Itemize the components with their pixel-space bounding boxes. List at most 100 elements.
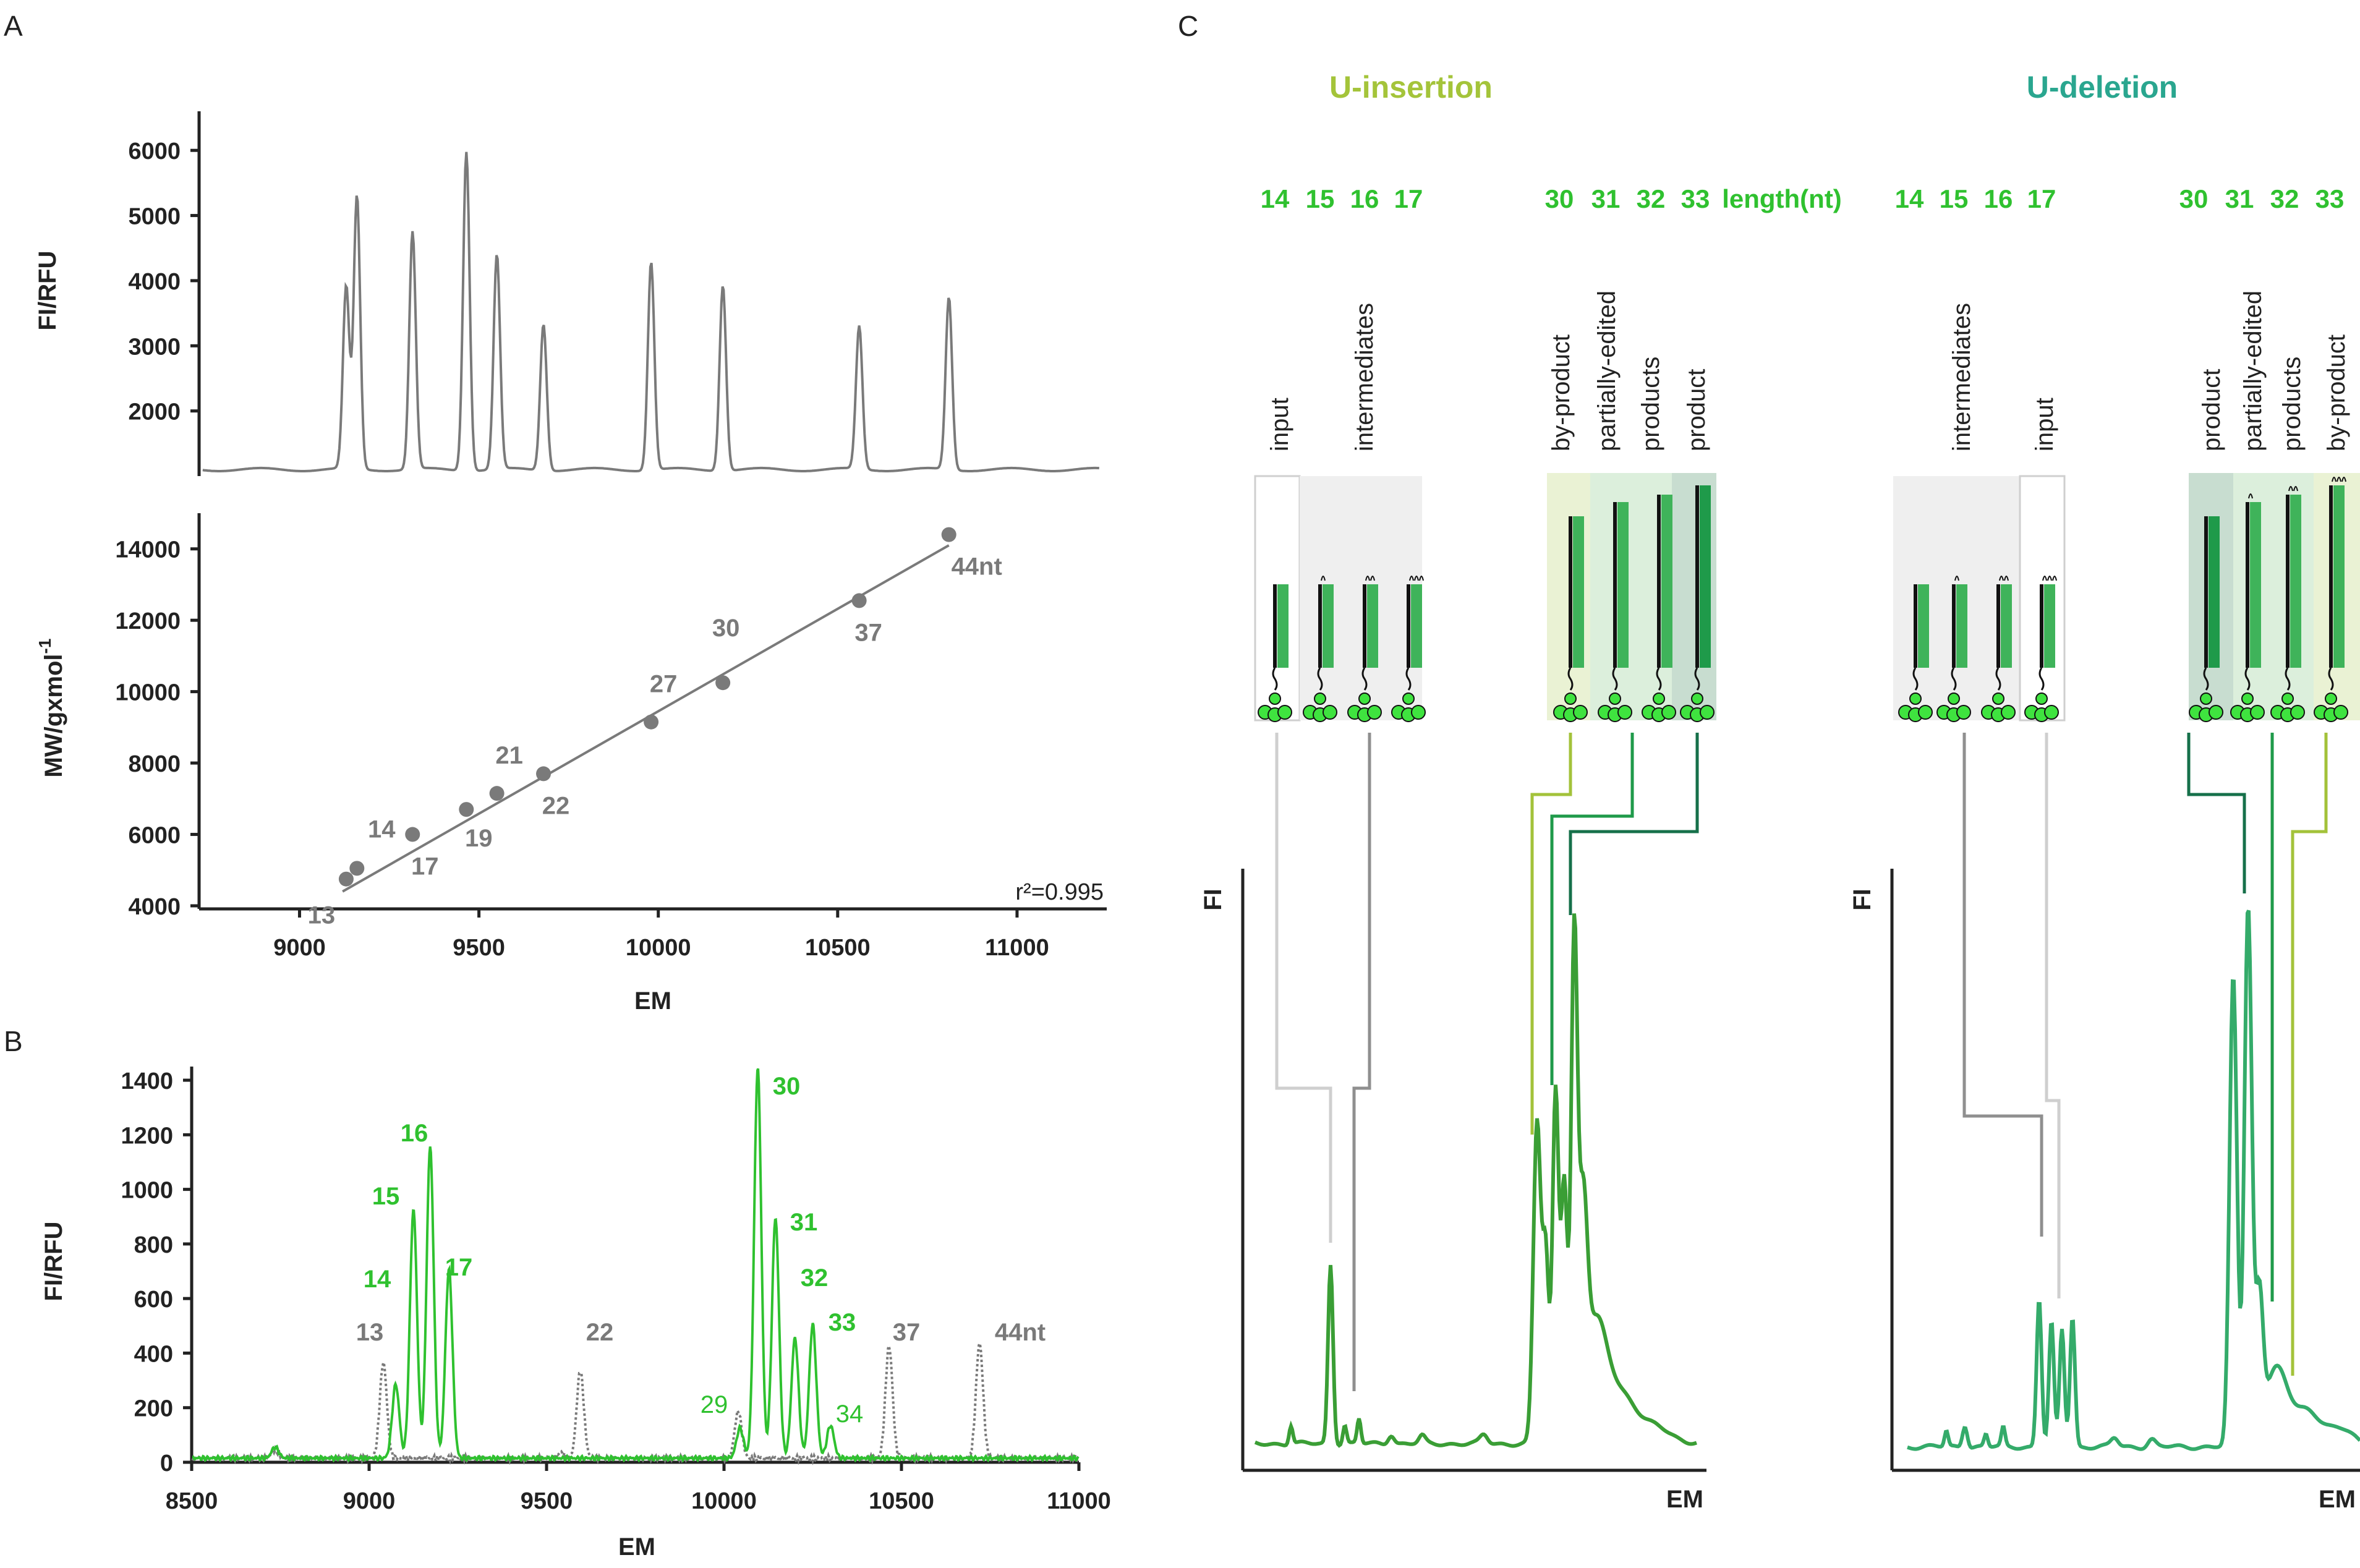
c-u-residue [1321,576,1326,581]
a-bottom-y-tick-label: 10000 [115,680,181,706]
c-rna-linker [1405,667,1412,691]
c-fluor-dot [1269,692,1281,705]
a-bottom-point-label: 22 [542,792,570,819]
a-bottom-point-label: 19 [465,825,493,852]
c-len-del-32: 32 [2270,184,2299,213]
c-ins-x-label: EM [1666,1486,1703,1513]
c-fluor-dot [2281,692,2294,705]
c-guide-rna-bar [1411,584,1422,668]
c-u-residue [1365,576,1370,581]
c-fluor-dot [1992,692,2004,705]
c-rna-linker [2244,667,2251,691]
a-top-y-tick-label: 3000 [128,334,181,360]
c-del-input-connector [2045,733,2061,1298]
b-x-tick-label: 9000 [343,1488,396,1514]
c-rna-linker [2203,667,2209,691]
c-rna-molecule [1258,584,1292,722]
c-connectors [1275,733,2328,1391]
a-bottom-points: 13 14 17 19 21 22 27 30 37 44nt [308,527,1002,929]
c-len-ins-30: 30 [1545,184,1574,213]
a-bottom-x-label: EM [634,987,671,1015]
b-x-label: EM [618,1533,655,1561]
c-fluor-dot [1323,705,1337,720]
c-guide-rna-bar [1700,485,1711,668]
c-guide-rna-bar [1573,516,1584,668]
a-top-y-tick-label: 4000 [128,269,181,295]
a-bottom-data-point [338,871,354,887]
a-bottom-x-tick-label: 9000 [273,935,326,961]
c-rna-molecule [2024,576,2059,722]
c-len-ins-33: 33 [1681,184,1710,213]
c-fluor-dot [2333,705,2348,720]
c-ins-trace [1254,913,1697,1448]
c-insertion-title: U-insertion [1329,70,1493,104]
c-u-residue [2332,477,2337,482]
c-rna-molecule [1553,516,1588,722]
c-guide-rna-bar [2044,584,2055,668]
b-label-29: 29 [701,1391,728,1418]
a-top-y-tick-label: 2000 [128,399,181,425]
c-ins-intermediates-box [1300,476,1422,720]
c-fluor-dot [1411,705,1426,720]
c-del-partial-box [2233,473,2314,720]
c-deletion-plot: FI EM [1849,869,2360,1513]
a-bottom-x-tick-label: 10500 [805,935,871,961]
b-label-37: 37 [893,1319,921,1346]
c-guide-rna-bar [2333,485,2345,668]
c-rna-molecule [1642,495,1676,722]
b-label-33: 33 [829,1309,856,1336]
c-guide-rna-bar [1956,584,1967,668]
b-y-tick-label: 0 [160,1451,173,1476]
c-len-ins-32: 32 [1637,184,1666,213]
a-bottom-y-label-sup: -1 [35,639,54,654]
a-bottom-x-tick-label: 9500 [453,935,505,961]
c-rna-molecule [1680,485,1715,722]
a-bottom-data-point [459,802,474,817]
c-len-ins-17: 17 [1394,184,1423,213]
c-fluor-dot [2241,692,2254,705]
a-bottom-point-label: 14 [368,816,396,843]
c-del-byproduct-label: by-product [2323,334,2350,451]
c-ins-product-label: product [1683,369,1710,451]
c-rna-linker [1612,667,1618,691]
c-u-residue [2341,477,2346,482]
c-del-partially-edited-label: partially-edited [2239,291,2267,451]
b-label-22: 22 [586,1319,614,1346]
c-rna-linker [2328,667,2334,691]
c-del-y-label: FI [1849,888,1876,911]
c-len-del-14: 14 [1895,184,1924,213]
a-bottom-data-point [489,786,505,801]
b-x-tick-label: 8500 [166,1488,218,1514]
c-fluor-dot [1609,692,1621,705]
c-insertion-plot: FI EM [1199,869,1706,1513]
c-rna-molecule [1981,576,2016,722]
c-u-residue [2052,576,2057,581]
a-bottom-point-label: 27 [650,671,678,698]
c-rna-linker [1912,667,1919,691]
c-del-trace [1907,910,2360,1451]
c-rna-linker [1567,667,1574,691]
a-bottom-point-label: 13 [308,902,336,929]
c-fluor-dot [2035,692,2048,705]
c-len-ins-15: 15 [1306,184,1335,213]
a-bottom-point-label: 21 [495,742,523,769]
c-u-residue [2248,493,2253,499]
c-fluor-dot [1661,705,1676,720]
c-len-del-31: 31 [2225,184,2254,213]
c-rna-molecule [1303,576,1337,722]
c-len-del-33: 33 [2315,184,2345,213]
c-fluor-dot [1564,692,1577,705]
c-u-residue [1414,576,1419,581]
c-fluor-dot [2325,692,2337,705]
c-guide-rna-bar [1617,502,1629,668]
c-rna-linker [1995,667,2001,691]
c-del-product-label: product [2198,369,2225,451]
c-u-residue [2004,576,2009,581]
a-bottom-x-tick-label: 10000 [626,935,691,961]
b-label-17: 17 [445,1254,473,1281]
a-bottom-data-point [349,861,365,876]
a-bottom-data-point [536,766,552,782]
c-u-residue [1999,576,2004,581]
a-bottom-y-label-text: MW/gxmol [40,654,67,777]
c-rna-molecule [1898,584,1933,722]
